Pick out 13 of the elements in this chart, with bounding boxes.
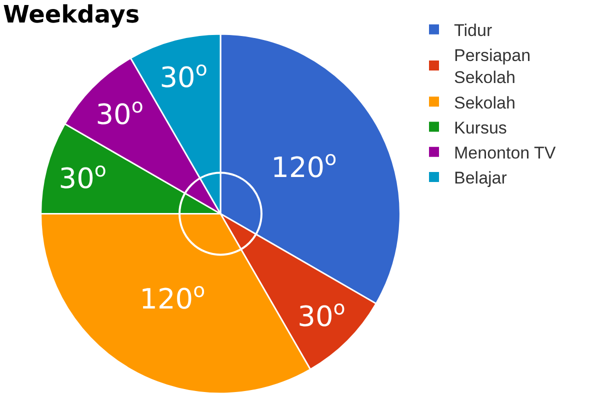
legend-label: Menonton TV (454, 144, 556, 162)
legend-label: Kursus (454, 118, 507, 138)
data-label: 30$^{o}$ (96, 94, 144, 132)
data-label: 30$^{o}$ (58, 158, 106, 196)
chart-title: Weekdays (3, 0, 140, 29)
legend-label: Belajar (454, 168, 508, 188)
legend-label: Tidur (454, 21, 492, 40)
data-label: 120$^{o}$ (140, 278, 206, 316)
legend-label: Sekolah (454, 93, 516, 112)
legend-label: Persiapan Sekolah (454, 46, 531, 88)
data-label: 120$^{o}$ (271, 147, 337, 184)
data-label: 30$^{o}$ (160, 57, 208, 94)
data-label: 30$^{o}$ (298, 296, 346, 334)
